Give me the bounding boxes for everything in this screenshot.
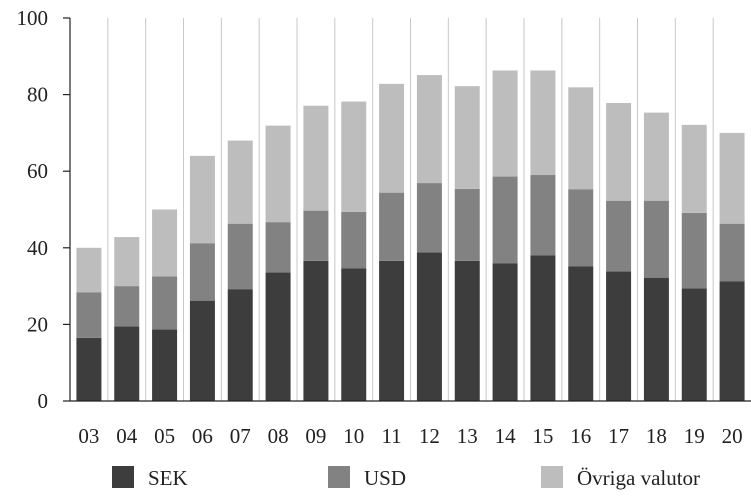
vertical-gridlines <box>107 18 714 401</box>
bar-sek-13 <box>454 260 480 401</box>
x-tick-label: 09 <box>305 424 326 448</box>
bar-sek-06 <box>189 300 215 401</box>
bar-sek-04 <box>114 326 140 401</box>
legend-swatch-övriga-valutor <box>541 466 563 488</box>
x-tick-label: 13 <box>457 424 478 448</box>
y-tick-label: 20 <box>27 312 48 336</box>
x-tick-label: 11 <box>381 424 401 448</box>
bar-övriga-valutor-06 <box>189 155 215 244</box>
bar-usd-08 <box>265 222 291 273</box>
bar-övriga-valutor-08 <box>265 125 291 223</box>
y-tick-label: 100 <box>17 6 49 30</box>
bar-usd-20 <box>719 223 745 282</box>
bar-usd-03 <box>76 292 102 338</box>
y-tick-label: 60 <box>27 159 48 183</box>
bar-övriga-valutor-10 <box>341 101 367 212</box>
x-tick-label: 12 <box>419 424 440 448</box>
x-tick-label: 16 <box>570 424 591 448</box>
bar-övriga-valutor-04 <box>114 237 140 287</box>
bar-övriga-valutor-19 <box>681 124 707 213</box>
bar-usd-17 <box>606 200 632 272</box>
bar-övriga-valutor-13 <box>454 86 480 189</box>
bar-övriga-valutor-17 <box>606 103 632 201</box>
bar-övriga-valutor-07 <box>227 140 253 224</box>
legend-swatch-sek <box>112 466 134 488</box>
axes <box>63 17 751 402</box>
bar-övriga-valutor-18 <box>643 112 669 201</box>
bars <box>76 70 745 401</box>
bar-sek-11 <box>379 260 405 401</box>
bar-usd-13 <box>454 188 480 261</box>
x-tick-label: 14 <box>495 424 517 448</box>
legend-label: SEK <box>148 466 188 490</box>
bar-sek-10 <box>341 268 367 401</box>
bar-usd-12 <box>416 183 442 253</box>
bar-övriga-valutor-03 <box>76 247 102 293</box>
x-tick-label: 04 <box>116 424 138 448</box>
bar-övriga-valutor-09 <box>303 105 329 211</box>
bar-övriga-valutor-05 <box>152 209 178 277</box>
bar-usd-06 <box>189 243 215 301</box>
bar-sek-20 <box>719 281 745 401</box>
x-tick-label: 20 <box>722 424 743 448</box>
bar-sek-19 <box>681 288 707 401</box>
bar-sek-17 <box>606 271 632 401</box>
x-tick-label: 05 <box>154 424 175 448</box>
bar-usd-04 <box>114 286 140 327</box>
bar-usd-07 <box>227 223 253 290</box>
x-tick-label: 18 <box>646 424 667 448</box>
legend-label: Övriga valutor <box>577 466 700 490</box>
bar-sek-15 <box>530 255 556 401</box>
bar-övriga-valutor-11 <box>379 83 405 193</box>
y-tick-label: 40 <box>27 236 48 260</box>
x-tick-label: 08 <box>268 424 289 448</box>
bar-sek-18 <box>643 277 669 401</box>
bar-sek-16 <box>568 266 594 401</box>
bar-usd-16 <box>568 189 594 267</box>
bar-usd-05 <box>152 276 178 330</box>
bar-sek-07 <box>227 289 253 401</box>
bar-övriga-valutor-16 <box>568 87 594 190</box>
y-tick-label: 0 <box>38 389 49 413</box>
bar-usd-09 <box>303 210 329 261</box>
x-tick-label: 07 <box>230 424 251 448</box>
bar-sek-14 <box>492 263 518 401</box>
bar-usd-18 <box>643 200 669 278</box>
bar-sek-05 <box>152 329 178 401</box>
bar-usd-14 <box>492 176 518 264</box>
legend: SEK USD Övriga valutor <box>112 466 700 490</box>
bar-usd-19 <box>681 212 707 289</box>
y-tick-labels: 0 20 40 60 80 100 <box>17 6 49 413</box>
bar-sek-03 <box>76 337 102 401</box>
x-tick-label: 06 <box>192 424 213 448</box>
x-tick-label: 17 <box>608 424 629 448</box>
bar-sek-12 <box>416 252 442 401</box>
bar-usd-10 <box>341 211 367 269</box>
bar-usd-11 <box>379 192 405 261</box>
x-tick-label: 03 <box>78 424 99 448</box>
bar-usd-15 <box>530 175 556 256</box>
bar-övriga-valutor-20 <box>719 132 745 224</box>
bar-övriga-valutor-14 <box>492 70 518 177</box>
y-tick-label: 80 <box>27 83 48 107</box>
x-tick-label: 19 <box>684 424 705 448</box>
bar-sek-08 <box>265 272 291 401</box>
legend-label: USD <box>364 466 406 490</box>
x-tick-labels: 03 04 05 06 07 08 09 10 11 12 13 14 15 16 17 18 19 20 <box>78 424 742 448</box>
bar-övriga-valutor-15 <box>530 70 556 176</box>
x-tick-label: 15 <box>532 424 553 448</box>
bar-sek-09 <box>303 260 329 401</box>
bar-övriga-valutor-12 <box>416 75 442 184</box>
x-tick-label: 10 <box>343 424 364 448</box>
legend-swatch-usd <box>328 466 350 488</box>
